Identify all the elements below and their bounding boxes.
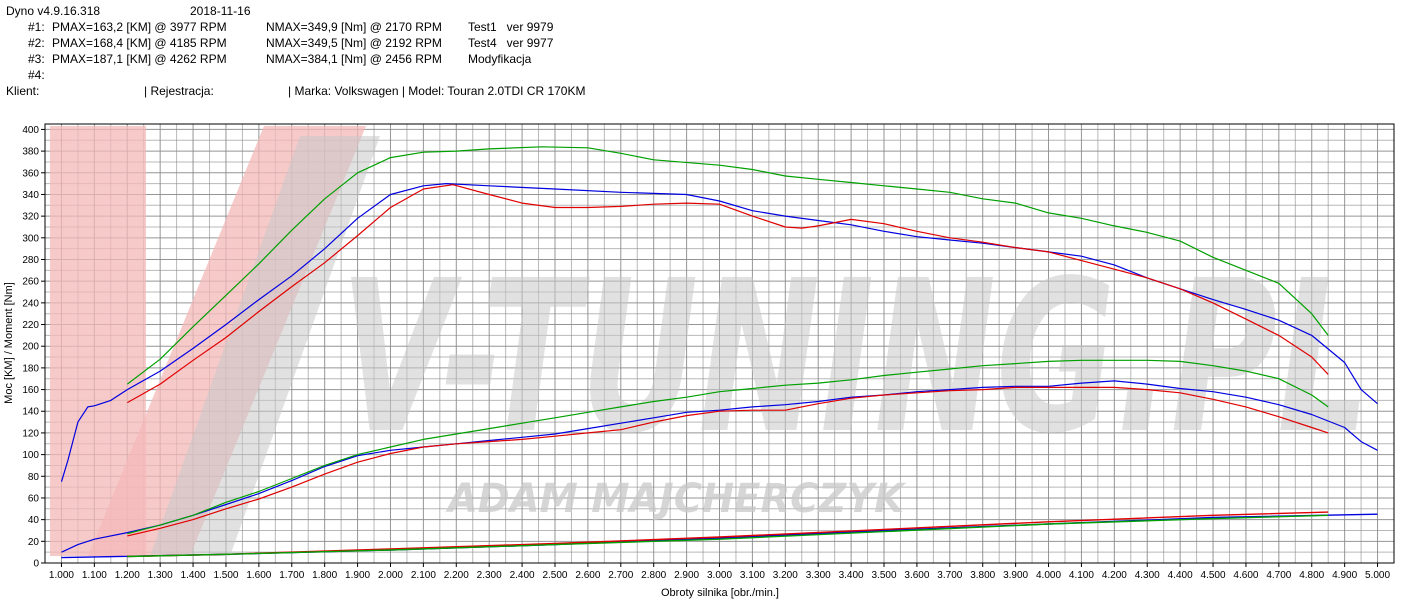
run-3-pmax: PMAX=187,1 [KM] @ 4262 RPM <box>52 52 227 66</box>
x-tick-label: 1.400 <box>181 570 206 581</box>
x-tick-label: 1.300 <box>148 570 173 581</box>
x-tick-label: 4.800 <box>1299 570 1324 581</box>
run-4-id: #4: <box>28 68 45 82</box>
y-tick-label: 280 <box>22 255 39 266</box>
run-1-nmax: NMAX=349,9 [Nm] @ 2170 RPM <box>266 20 442 34</box>
x-tick-label: 2.300 <box>477 570 502 581</box>
series-torque-line-2 <box>127 184 1329 404</box>
y-tick-label: 120 <box>22 428 39 439</box>
series-torque-line-3 <box>126 146 1329 385</box>
x-tick-label: 2.200 <box>444 570 469 581</box>
x-tick-label: 1.600 <box>246 570 271 581</box>
x-tick-label: 2.600 <box>575 570 600 581</box>
y-tick-label: 80 <box>28 472 40 483</box>
x-tick-label: 2.400 <box>510 570 535 581</box>
y-tick-label: 140 <box>22 407 39 418</box>
x-tick-label: 4.500 <box>1201 570 1226 581</box>
x-tick-label: 4.100 <box>1069 570 1094 581</box>
x-tick-label: 4.900 <box>1332 570 1357 581</box>
y-tick-label: 400 <box>22 125 39 136</box>
x-tick-label: 1.100 <box>82 570 107 581</box>
x-tick-label: 3.600 <box>904 570 929 581</box>
watermark-grey-slash <box>150 136 380 556</box>
run-3-note: Modyfikacja <box>468 52 532 66</box>
x-tick-label: 2.800 <box>641 570 666 581</box>
x-tick-label: 3.300 <box>806 570 831 581</box>
y-tick-label: 60 <box>28 493 40 504</box>
y-tick-label: 340 <box>22 190 39 201</box>
x-tick-label: 5.000 <box>1365 570 1390 581</box>
watermark-logo: V-TUNING.PL ADAM MAJCHERCZYK <box>50 126 1370 556</box>
run-1-id: #1: <box>28 20 45 34</box>
x-tick-label: 1.500 <box>213 570 238 581</box>
y-tick-label: 200 <box>22 342 39 353</box>
x-tick-label: 2.500 <box>542 570 567 581</box>
x-tick-label: 1.200 <box>115 570 140 581</box>
x-tick-label: 3.100 <box>740 570 765 581</box>
y-tick-label: 240 <box>22 298 39 309</box>
x-tick-label: 4.200 <box>1102 570 1127 581</box>
x-tick-label: 2.700 <box>608 570 633 581</box>
client-label: Klient: <box>6 84 40 98</box>
x-tick-label: 2.900 <box>674 570 699 581</box>
watermark-text: V-TUNING.PL <box>340 235 1370 480</box>
test-date: 2018-11-16 <box>190 4 251 18</box>
run-1-note: Test1 ver 9979 <box>468 20 554 34</box>
x-tick-label: 3.900 <box>1003 570 1028 581</box>
y-tick-label: 100 <box>22 450 39 461</box>
x-tick-label: 1.900 <box>345 570 370 581</box>
y-tick-label: 0 <box>33 559 39 570</box>
x-tick-label: 4.400 <box>1168 570 1193 581</box>
run-2-id: #2: <box>28 36 45 50</box>
x-tick-label: 3.200 <box>773 570 798 581</box>
x-tick-label: 3.800 <box>970 570 995 581</box>
y-tick-label: 260 <box>22 277 39 288</box>
series-power-line-5 <box>127 386 1329 537</box>
x-tick-label: 3.700 <box>937 570 962 581</box>
y-tick-label: 160 <box>22 385 39 396</box>
axis-ticks: 1.000 1.100 1.200 1.300 1.400 1.500 1.600 1.700… <box>22 125 1390 581</box>
app-version: Dyno v4.9.16.318 <box>6 4 101 18</box>
y-tick-label: 180 <box>22 363 39 374</box>
y-tick-label: 360 <box>22 168 39 179</box>
series-power-line-6 <box>127 359 1329 535</box>
x-tick-label: 3.500 <box>871 570 896 581</box>
run-2-pmax: PMAX=168,4 [KM] @ 4185 RPM <box>52 36 227 50</box>
x-tick-label: 2.000 <box>378 570 403 581</box>
x-tick-label: 3.000 <box>707 570 732 581</box>
run-2-nmax: NMAX=349,5 [Nm] @ 2192 RPM <box>266 36 442 50</box>
x-tick-label: 4.000 <box>1036 570 1061 581</box>
x-tick-label: 1.000 <box>49 570 74 581</box>
run-3-id: #3: <box>28 52 45 66</box>
x-tick-label: 1.800 <box>312 570 337 581</box>
series-loss-line-9 <box>127 514 1329 558</box>
y-tick-label: 380 <box>22 147 39 158</box>
x-tick-label: 4.600 <box>1233 570 1258 581</box>
run-1-pmax: PMAX=163,2 [KM] @ 3977 RPM <box>52 20 227 34</box>
run-3-nmax: NMAX=384,1 [Nm] @ 2456 RPM <box>266 52 442 66</box>
vehicle-make-model: | Marka: Volkswagen | Model: Touran 2.0T… <box>288 84 586 98</box>
x-tick-label: 1.700 <box>279 570 304 581</box>
y-tick-label: 320 <box>22 212 39 223</box>
watermark-subtitle: ADAM MAJCHERCZYK <box>445 476 907 522</box>
y-tick-label: 220 <box>22 320 39 331</box>
y-tick-label: 40 <box>28 515 40 526</box>
run-2-note: Test4 ver 9977 <box>468 36 554 50</box>
x-tick-label: 3.400 <box>839 570 864 581</box>
x-tick-label: 4.700 <box>1266 570 1291 581</box>
y-tick-label: 300 <box>22 233 39 244</box>
y-axis-label: Moc [KM] / Moment [Nm] <box>3 282 15 404</box>
watermark-red-band-left <box>50 126 146 556</box>
x-tick-label: 2.100 <box>411 570 436 581</box>
registration-label: | Rejestracja: <box>144 84 214 98</box>
series-power-line-4 <box>61 380 1378 553</box>
y-tick-label: 20 <box>28 537 40 548</box>
chart-series <box>60 146 1378 559</box>
x-tick-label: 4.300 <box>1135 570 1160 581</box>
x-axis-label: Obroty silnika [obr./min.] <box>661 587 779 599</box>
